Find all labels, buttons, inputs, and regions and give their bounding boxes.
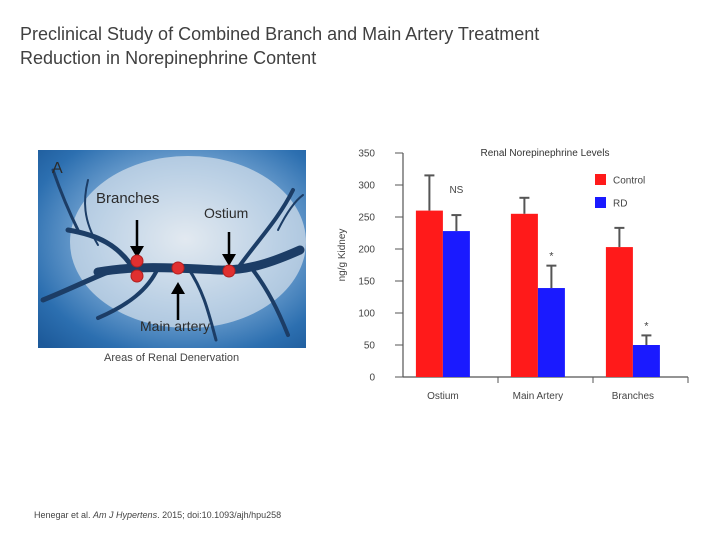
citation-authors: Henegar et al. <box>34 510 94 520</box>
treatment-marker <box>130 269 144 283</box>
y-tick-label: 150 <box>358 277 375 288</box>
legend-label-rd: RD <box>613 199 627 210</box>
angiogram-illustration <box>38 150 306 348</box>
significance-annotation: * <box>644 320 649 332</box>
y-tick-label: 350 <box>358 149 375 160</box>
y-tick-label: 300 <box>358 181 375 192</box>
treatment-marker <box>130 254 144 268</box>
ostium-label: Ostium <box>204 205 249 221</box>
legend-swatch-rd <box>595 197 606 208</box>
bar-rd <box>537 288 565 377</box>
branches-label: Branches <box>96 190 160 207</box>
citation-rest: . 2015; doi:10.1093/ajh/hpu258 <box>157 510 282 520</box>
bar-rd <box>442 231 470 377</box>
chart-title: Renal Norepinephrine Levels <box>481 148 610 159</box>
citation: Henegar et al. Am J Hypertens. 2015; doi… <box>34 510 281 520</box>
x-category-label: Main Artery <box>513 391 564 402</box>
panel-label: A <box>52 160 63 177</box>
y-tick-label: 250 <box>358 213 375 224</box>
significance-annotation: NS <box>449 185 463 196</box>
bar-control <box>415 210 443 377</box>
y-tick-label: 100 <box>358 309 375 320</box>
angiogram-image: A Branches Ostium Main artery <box>38 150 306 348</box>
citation-journal: Am J Hypertens <box>93 510 158 520</box>
legend-label-control: Control <box>613 176 645 187</box>
y-tick-label: 50 <box>364 341 376 352</box>
significance-annotation: * <box>549 251 554 263</box>
bar-control <box>510 213 538 377</box>
legend-swatch-control <box>595 174 606 185</box>
bar-rd <box>632 345 660 377</box>
treatment-marker <box>171 261 185 275</box>
main-artery-label: Main artery <box>140 318 211 334</box>
x-category-label: Branches <box>612 391 654 402</box>
title-line-2: Reduction in Norepinephrine Content <box>20 48 317 68</box>
title-line-1: Preclinical Study of Combined Branch and… <box>20 24 540 44</box>
bar-control <box>605 247 633 377</box>
figure-caption: Areas of Renal Denervation <box>104 352 240 364</box>
y-axis-label: ng/g Kidney <box>337 229 348 282</box>
x-category-label: Ostium <box>427 391 459 402</box>
treatment-marker <box>222 264 236 278</box>
slide-title: Preclinical Study of Combined Branch and… <box>20 22 539 70</box>
y-tick-label: 200 <box>358 245 375 256</box>
norepinephrine-bar-chart: Renal Norepinephrine Levels 0 50 100 150 200 2… <box>337 148 689 402</box>
y-tick-label: 0 <box>369 373 375 384</box>
